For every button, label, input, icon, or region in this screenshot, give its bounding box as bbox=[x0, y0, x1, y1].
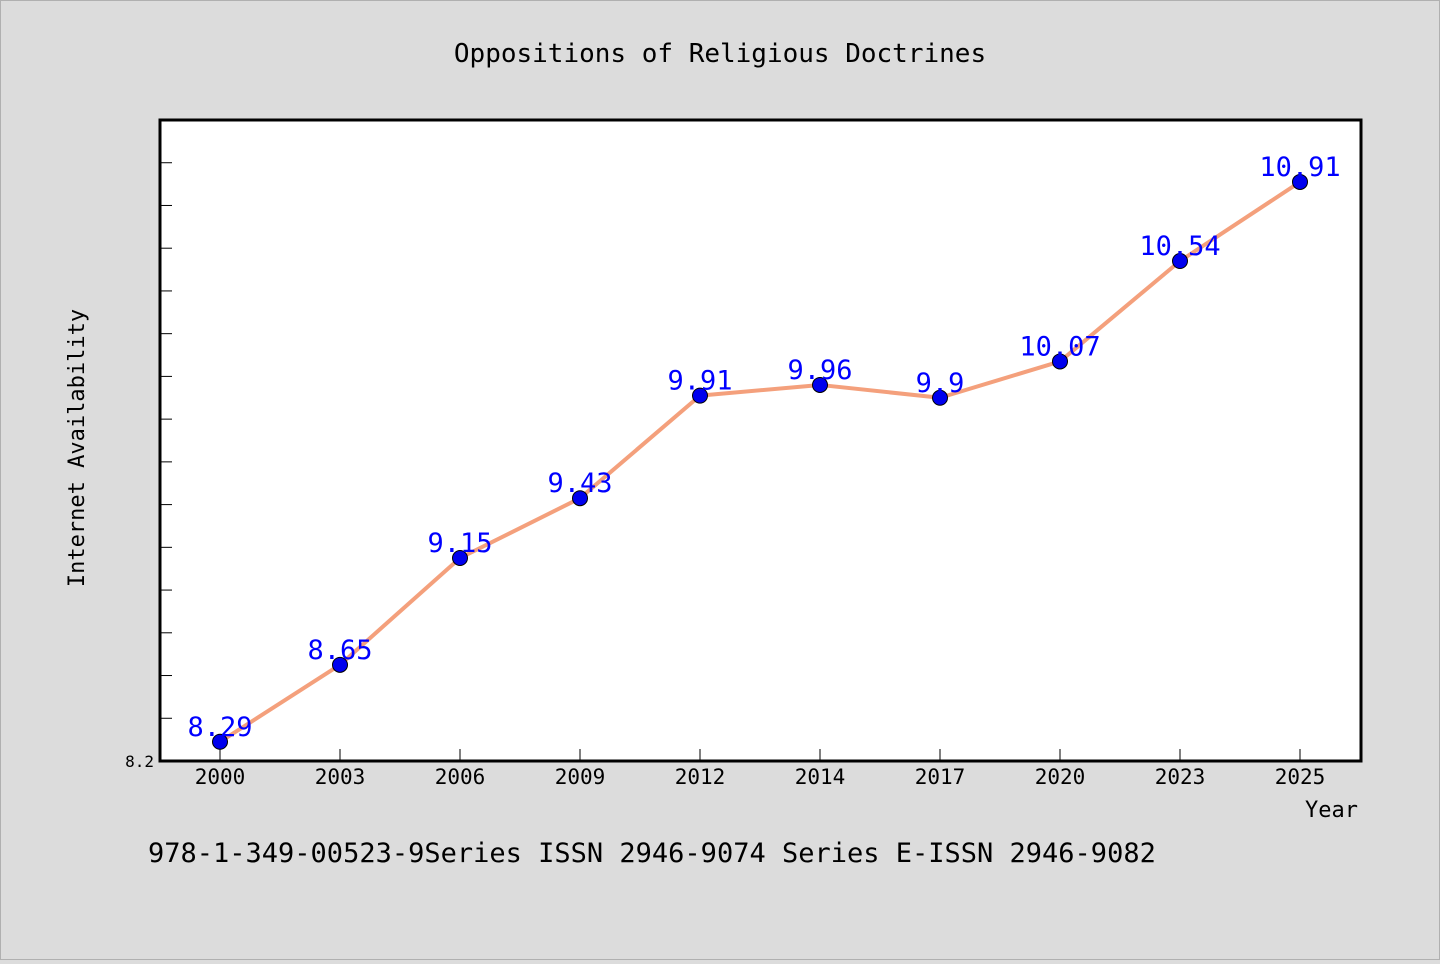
y-axis-ticks: 8.2 bbox=[125, 162, 172, 771]
chart-title: Oppositions of Religious Doctrines bbox=[454, 39, 986, 69]
data-label: 9.96 bbox=[787, 355, 852, 386]
x-tick-label: 2003 bbox=[315, 765, 366, 789]
series-line bbox=[218, 180, 1302, 744]
data-label: 9.43 bbox=[547, 468, 612, 499]
y-axis-label: Internet Availability bbox=[65, 309, 90, 587]
x-tick-label: 2025 bbox=[1275, 765, 1326, 789]
data-point-marker bbox=[1052, 353, 1068, 370]
data-label: 8.65 bbox=[307, 635, 372, 666]
data-label: 9.9 bbox=[916, 368, 965, 399]
x-tick-label: 2000 bbox=[195, 765, 246, 789]
x-tick-label: 2009 bbox=[555, 765, 606, 789]
data-point-marker bbox=[212, 733, 228, 750]
data-label: 10.54 bbox=[1139, 231, 1220, 262]
data-point-marker bbox=[812, 376, 828, 393]
plot-area bbox=[158, 118, 1363, 763]
footer-text: 978-1-349-00523-9Series ISSN 2946-9074 S… bbox=[148, 838, 1156, 869]
data-point-marker bbox=[332, 656, 348, 673]
series-group: 8.29 8.65 9.15 9.43 9.91 9.96 9.9 10.07 10.54 10.… bbox=[187, 152, 1341, 750]
x-tick-label: 2006 bbox=[435, 765, 486, 789]
data-point-marker bbox=[572, 490, 588, 507]
x-axis-label: Year bbox=[1305, 798, 1358, 823]
data-point-marker bbox=[692, 387, 708, 404]
data-label: 9.15 bbox=[427, 528, 492, 559]
data-point-marker bbox=[1292, 173, 1308, 190]
data-label: 8.29 bbox=[187, 712, 252, 743]
x-axis-ticks: 2000 2003 2006 2009 2012 2014 2017 2020 2023 2025 bbox=[195, 749, 1326, 789]
data-point-marker bbox=[452, 550, 468, 567]
y-tick-label: 8.2 bbox=[125, 752, 154, 771]
x-tick-label: 2017 bbox=[915, 765, 966, 789]
x-tick-label: 2014 bbox=[795, 765, 846, 789]
x-tick-label: 2023 bbox=[1155, 765, 1206, 789]
data-point-marker bbox=[1172, 253, 1188, 270]
data-label: 9.91 bbox=[667, 366, 732, 397]
x-tick-label: 2012 bbox=[675, 765, 726, 789]
data-point-marker bbox=[932, 389, 948, 406]
data-label: 10.07 bbox=[1019, 331, 1100, 362]
x-tick-label: 2020 bbox=[1035, 765, 1086, 789]
data-label: 10.91 bbox=[1259, 152, 1340, 183]
